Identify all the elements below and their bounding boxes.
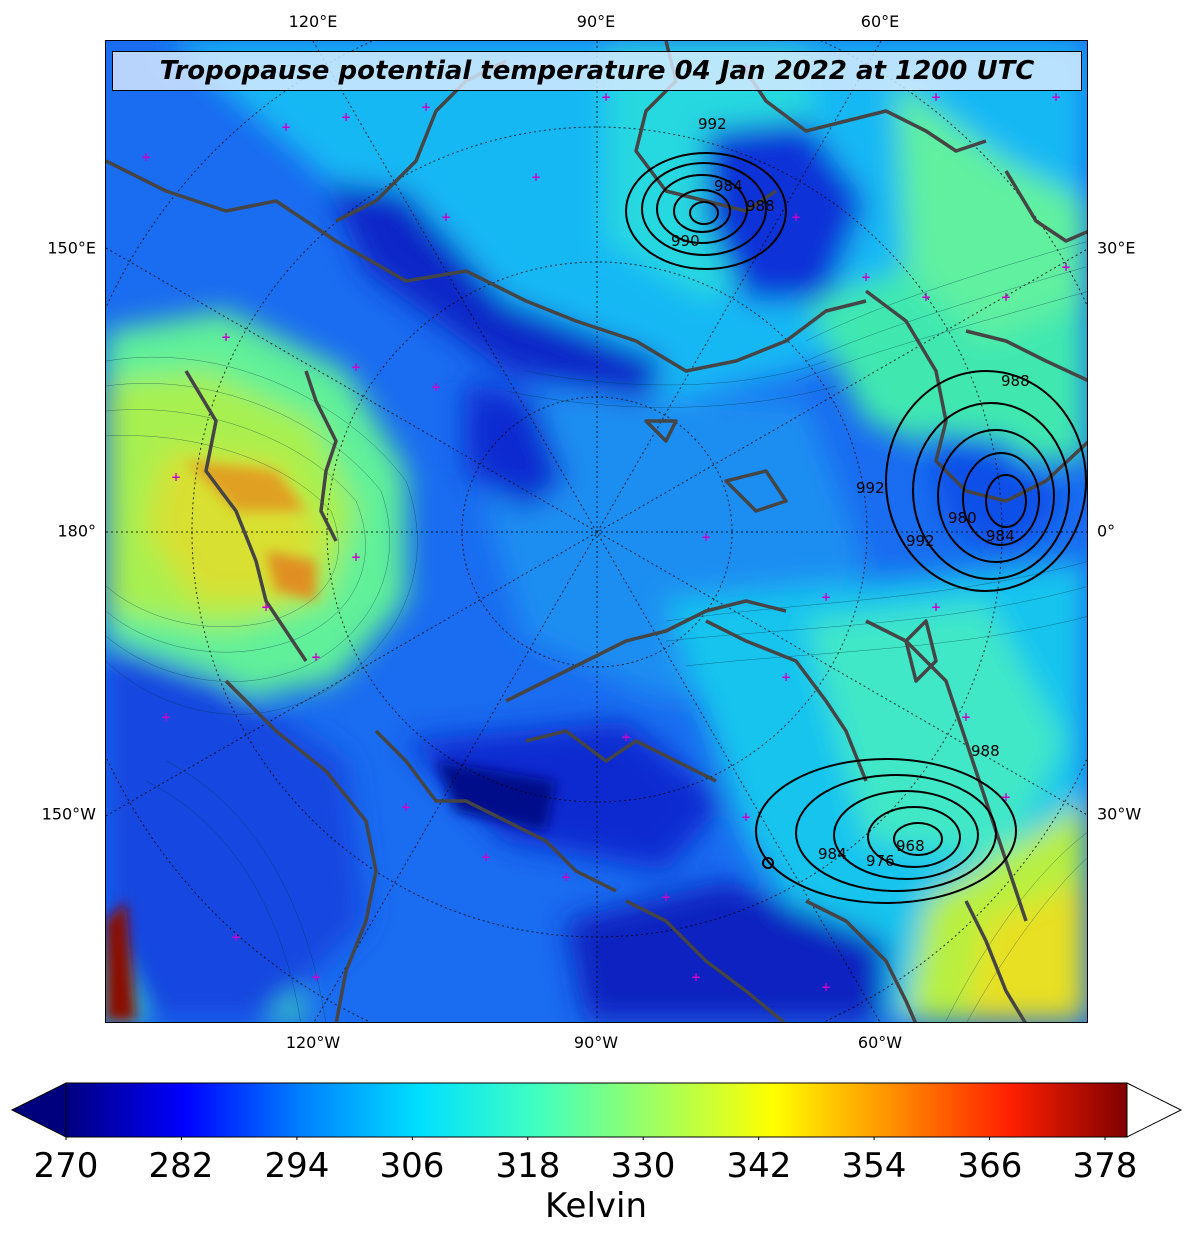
lat-label-right: 30°E — [1097, 238, 1136, 258]
lat-label-right: 30°W — [1097, 804, 1142, 824]
colorbar-tick-label: 378 — [1072, 1146, 1138, 1186]
station-marker: + — [921, 290, 931, 304]
station-marker: + — [791, 210, 801, 224]
station-marker: + — [961, 710, 971, 724]
isobar-label: 988 — [971, 742, 1000, 760]
colorbar-label: Kelvin — [544, 1186, 648, 1226]
station-markers: ++++++++++++++++++++++++++++++++++++++++ — [141, 60, 1071, 994]
lat-label-left: 150°E — [47, 238, 96, 258]
station-marker: + — [281, 120, 291, 134]
station-marker: + — [141, 150, 151, 164]
station-marker: + — [221, 330, 231, 344]
station-marker: + — [231, 930, 241, 944]
isobar-label: 988 — [746, 197, 775, 215]
isobar-label: 990 — [671, 232, 700, 250]
isobar-label: 992 — [856, 479, 885, 497]
station-marker: + — [531, 170, 541, 184]
colorbar-bar — [65, 1082, 1128, 1138]
station-marker: + — [431, 380, 441, 394]
lon-label-top: 60°E — [860, 12, 900, 31]
colorbar-tick-label: 282 — [148, 1146, 214, 1186]
station-marker: + — [311, 970, 321, 984]
colorbar-tick-label: 330 — [610, 1146, 676, 1186]
station-marker: + — [1051, 90, 1061, 104]
colorbar-tick-label: 270 — [33, 1146, 99, 1186]
station-marker: + — [171, 470, 181, 484]
station-marker: + — [931, 600, 941, 614]
coastlines — [106, 41, 1087, 1022]
lat-label-left: 180° — [57, 521, 96, 541]
station-marker: + — [821, 590, 831, 604]
colorbar-tick-label: 354 — [841, 1146, 907, 1186]
station-marker: + — [161, 710, 171, 724]
lon-label-bottom: 120°W — [285, 1033, 341, 1052]
map-panel: 992 984 988 990 988 992 980 984 992 988 … — [105, 40, 1088, 1023]
isobar-label: 984 — [986, 527, 1015, 545]
station-marker: + — [741, 810, 751, 824]
isobars — [625, 152, 1087, 904]
lat-label-left: 150°W — [41, 804, 96, 824]
station-marker: + — [691, 970, 701, 984]
isobar-label: 984 — [818, 845, 847, 863]
isobar-label: 984 — [714, 177, 743, 195]
colorbar-tick-label: 294 — [264, 1146, 330, 1186]
colorbar — [10, 1082, 1183, 1140]
station-marker: + — [311, 650, 321, 664]
isobar-label-group: 992 984 988 990 988 992 980 984 992 988 … — [671, 115, 1030, 870]
colorbar-min-extend — [10, 1082, 67, 1138]
colorbar-tick-label: 306 — [379, 1146, 445, 1186]
station-marker: + — [351, 360, 361, 374]
station-marker: + — [661, 890, 671, 904]
station-marker: + — [1001, 290, 1011, 304]
colorbar-tick-label: 318 — [495, 1146, 561, 1186]
lon-label-bottom: 60°W — [857, 1033, 903, 1052]
station-marker: + — [781, 670, 791, 684]
station-marker: + — [561, 870, 571, 884]
station-marker: + — [821, 980, 831, 994]
station-marker: + — [351, 550, 361, 564]
station-marker: + — [931, 90, 941, 104]
isobar-label: 988 — [1001, 372, 1030, 390]
station-marker: + — [621, 730, 631, 744]
map-title: Tropopause potential temperature 04 Jan … — [112, 51, 1082, 91]
lon-label-top: 90°E — [576, 12, 616, 31]
station-marker: + — [441, 210, 451, 224]
tropopause-field: 992 984 988 990 988 992 980 984 992 988 … — [106, 41, 1087, 1022]
station-marker: + — [401, 800, 411, 814]
colorbar-tick-label: 366 — [957, 1146, 1023, 1186]
station-marker: + — [341, 110, 351, 124]
isobar-label: 968 — [896, 837, 925, 855]
lon-label-bottom: 90°W — [573, 1033, 619, 1052]
isobar-label: 976 — [866, 852, 895, 870]
lon-label-top: 120°E — [288, 12, 338, 31]
isobar-label: 992 — [906, 532, 935, 550]
colorbar-max-extend — [1126, 1082, 1183, 1138]
station-marker: + — [1061, 260, 1071, 274]
lat-label-right: 0° — [1097, 521, 1116, 541]
station-marker: + — [1001, 790, 1011, 804]
isobar-label: 980 — [948, 509, 977, 527]
station-marker: + — [861, 270, 871, 284]
isobar-label: 992 — [698, 115, 727, 133]
station-marker: + — [421, 100, 431, 114]
station-marker: + — [481, 850, 491, 864]
station-marker: + — [701, 530, 711, 544]
colorbar-tick-label: 342 — [726, 1146, 792, 1186]
station-marker: + — [601, 90, 611, 104]
station-marker: + — [261, 600, 271, 614]
